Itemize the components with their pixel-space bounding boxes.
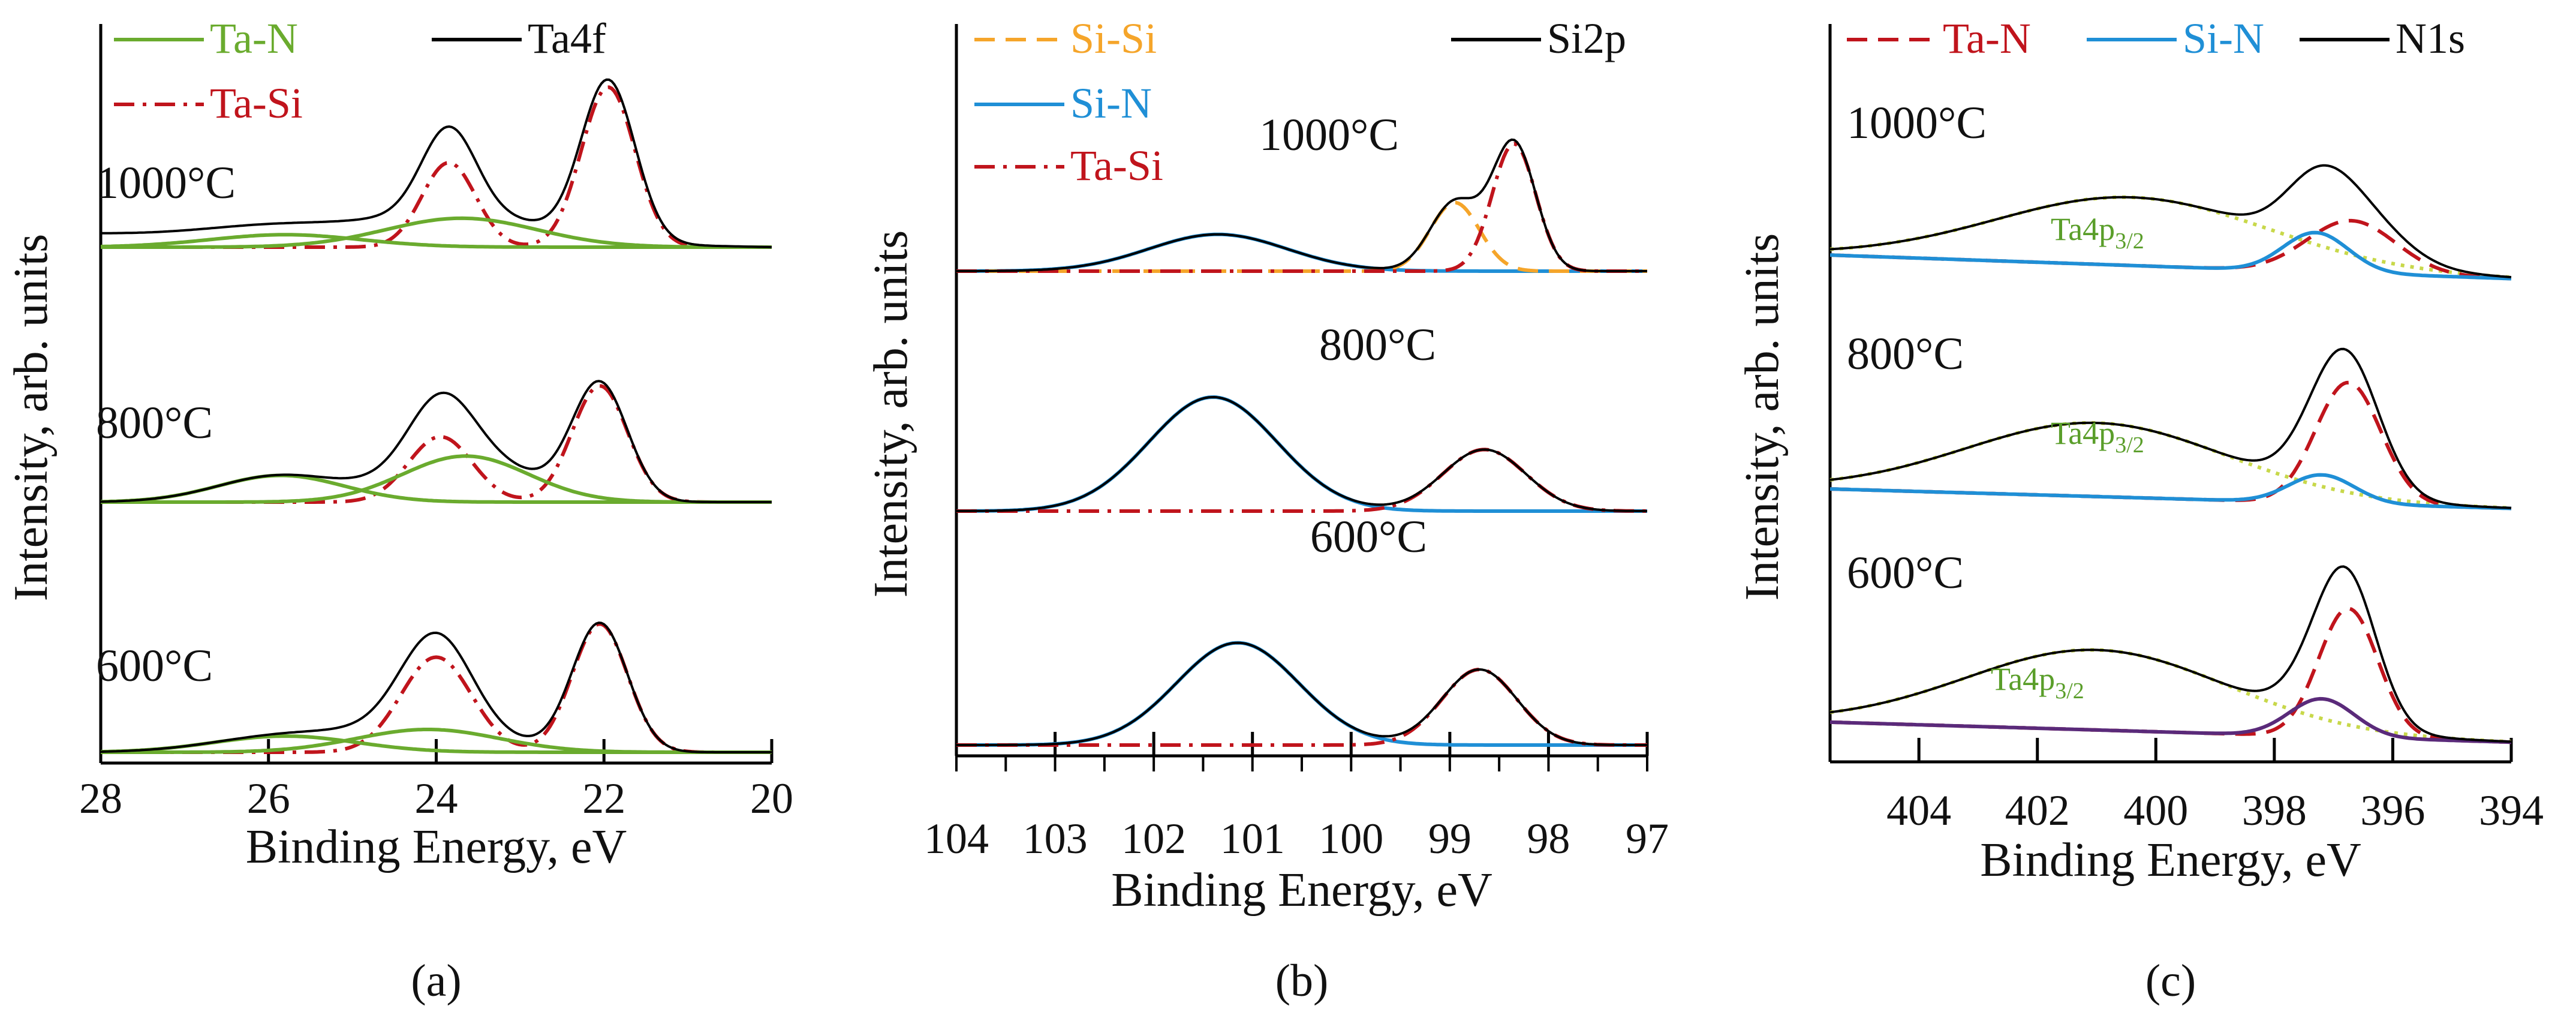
group-800°C: 800°C — [96, 380, 772, 504]
temperature-label: 1000°C — [96, 158, 236, 208]
series-ta-n-curve — [1829, 380, 2512, 511]
series-ta-n-curve — [1829, 218, 2512, 281]
series-si2p-curve — [956, 138, 1647, 272]
x-tick-label: 104 — [924, 815, 989, 863]
panel-label: (c) — [2145, 956, 2196, 1006]
temperature-label: 600°C — [1310, 512, 1427, 562]
series-ta-si-curve — [956, 448, 1648, 513]
series-si2p-curve — [956, 396, 1648, 512]
x-tick-label: 402 — [2005, 786, 2070, 834]
series-si-n-curve — [1829, 230, 2512, 281]
legend-label-si-si: Si-Si — [1070, 14, 1157, 62]
group-600°C: 600°C — [956, 512, 1647, 747]
series-ta-n-curve — [1829, 606, 2512, 744]
series-si-si-curve — [956, 200, 1647, 273]
x-tick-label: 98 — [1527, 815, 1570, 863]
group-1000°C: 1000°C — [956, 110, 1647, 273]
temperature-label: 800°C — [1847, 329, 1964, 379]
temperature-label: 1000°C — [1847, 98, 1987, 148]
temperature-label: 600°C — [1847, 548, 1964, 598]
temperature-label: 600°C — [96, 641, 213, 691]
x-tick-label: 404 — [1886, 786, 1951, 834]
x-tick-label: 394 — [2479, 786, 2544, 834]
x-axis-title: Binding Energy, eV — [246, 821, 627, 873]
series-si-n-curve — [956, 395, 1647, 513]
x-tick-label: 396 — [2360, 786, 2425, 834]
group-1000°C: 1000°C — [96, 78, 772, 249]
group-800°C: 800°C Ta4p3/2 — [1829, 329, 2512, 511]
legend: Ta-N Si-N N1s — [1847, 14, 2465, 62]
y-axis-title: Intensity, arb. units — [865, 230, 917, 598]
series-ta-si-curve — [956, 668, 1647, 747]
series-ta4f-curve — [101, 78, 772, 248]
ta4p-subscript: 3/2 — [2055, 678, 2084, 704]
series-si-n-ta-n-curve — [1829, 696, 2512, 744]
series-si-n-curve — [956, 641, 1647, 747]
x-axis-title: Binding Energy, eV — [1980, 834, 2361, 887]
panel-label: (a) — [411, 956, 461, 1006]
ta4p-subscript: 3/2 — [2115, 433, 2144, 458]
legend-label-ta-n: Ta-N — [1943, 14, 2031, 62]
x-tick-label: 102 — [1121, 815, 1186, 863]
ta4p-annotation: Ta4p3/2 — [1991, 661, 2084, 704]
series-si-n-curve — [1829, 473, 2512, 511]
x-tick-label: 400 — [2123, 786, 2188, 834]
panel-label: (b) — [1275, 956, 1329, 1006]
group-1000°C: 1000°C Ta4p3/2 — [1829, 98, 2512, 281]
temperature-label: 1000°C — [1259, 110, 1399, 160]
ta4p-subscript: 3/2 — [2115, 229, 2144, 254]
ta4p-annotation: Ta4p3/2 — [2051, 415, 2144, 458]
panel-b: 104 103 102 101 100 99 98 97 Binding Energy, eV I… — [865, 14, 1669, 1006]
legend-label-si2p: Si2p — [1547, 14, 1626, 62]
legend-label-n1s: N1s — [2396, 14, 2465, 62]
series-n1s-curve — [1829, 565, 2512, 743]
legend: Ta-N Ta4f Ta-Si — [114, 14, 606, 127]
group-600°C: 600°C — [96, 621, 772, 754]
x-tick-label: 100 — [1319, 815, 1383, 863]
series-ta4f-curve — [100, 621, 772, 753]
y-axis-title: Intensity, arb. units — [5, 234, 58, 602]
series-ta-n-curve — [101, 454, 772, 504]
legend-label-ta-si: Ta-Si — [1070, 142, 1163, 190]
temperature-label: 800°C — [96, 398, 213, 448]
group-600°C: 600°C Ta4p3/2 — [1829, 548, 2512, 744]
legend-label-ta-n: Ta-N — [210, 14, 298, 62]
x-tick-label: 398 — [2242, 786, 2307, 834]
legend-label-ta-si: Ta-Si — [210, 79, 303, 127]
y-axis-title: Intensity, arb. units — [1736, 233, 1789, 601]
group-800°C: 800°C — [956, 320, 1648, 513]
x-tick-label: 97 — [1626, 815, 1669, 863]
panel-a: 28 26 24 22 20 Binding Energy, eV Intensity, a… — [5, 14, 793, 1006]
x-tick-label: 24 — [415, 774, 458, 822]
legend-label-ta4f: Ta4f — [528, 14, 606, 62]
x-tick-label: 26 — [247, 774, 290, 822]
x-tick-label: 99 — [1428, 815, 1471, 863]
x-tick-label: 28 — [79, 774, 122, 822]
series-ta-n-curve — [100, 233, 772, 249]
ta4p-annotation: Ta4p3/2 — [2051, 211, 2144, 254]
series-ta4f-curve — [100, 380, 772, 503]
x-tick-label: 20 — [750, 774, 793, 822]
series-si2p-curve — [956, 641, 1647, 746]
legend: Si-Si Si2p Si-N Ta-Si — [974, 14, 1626, 190]
legend-label-si-n: Si-N — [2183, 14, 2264, 62]
x-tick-label: 101 — [1220, 815, 1285, 863]
temperature-label: 800°C — [1319, 320, 1436, 370]
legend-label-si-n: Si-N — [1070, 79, 1152, 127]
x-axis-title: Binding Energy, eV — [1111, 864, 1492, 917]
x-tick-label: 22 — [582, 774, 625, 822]
series-n1s-curve — [1829, 347, 2512, 509]
x-tick-label: 103 — [1023, 815, 1088, 863]
series-n1s-curve — [1829, 164, 2512, 278]
panel-c: 404 402 400 398 396 394 Binding Energy, eV Inte… — [1736, 14, 2544, 1006]
